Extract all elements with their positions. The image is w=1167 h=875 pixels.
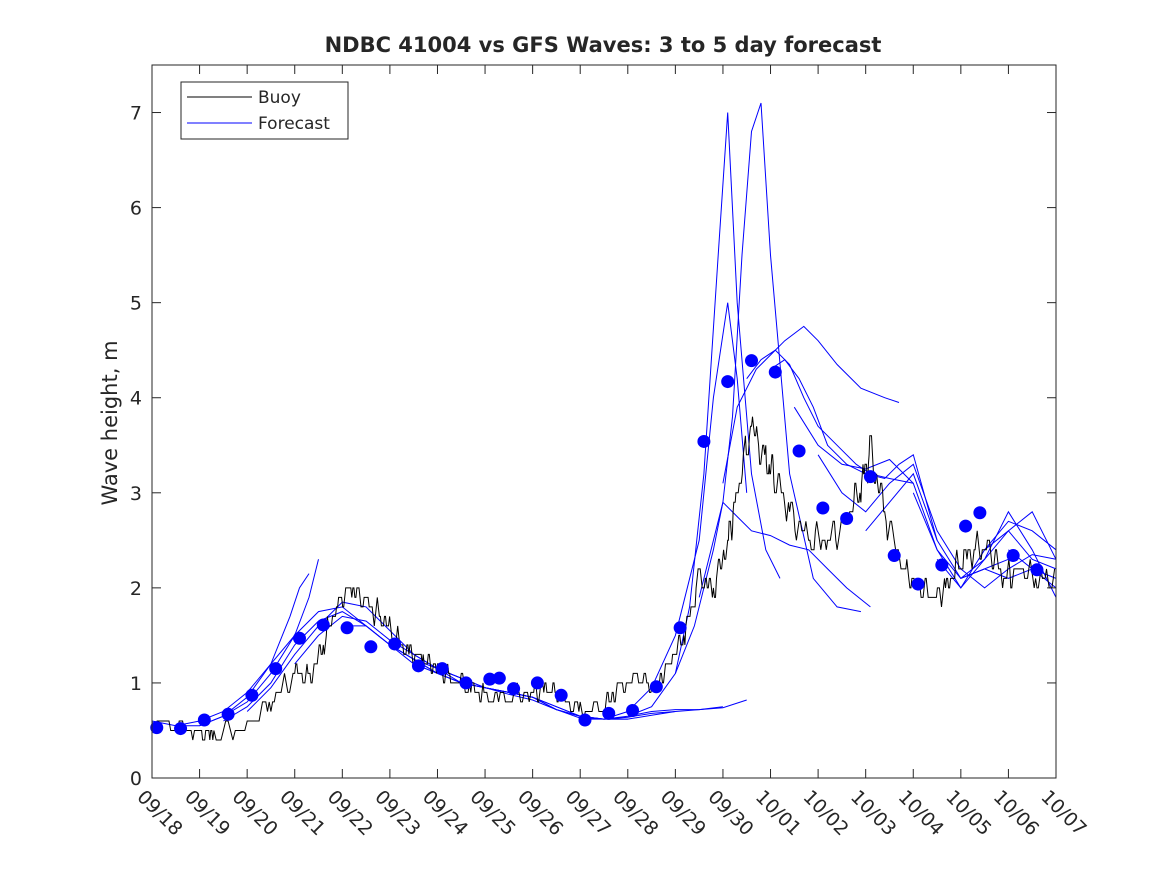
y-axis-label: Wave height, m (98, 340, 122, 505)
forecast-line (984, 530, 1057, 570)
x-axis: 09/1809/1909/2009/2109/2209/2309/2409/25… (132, 65, 1091, 840)
forecast-line (722, 325, 900, 484)
forecast-point (911, 577, 925, 591)
forecast-point (150, 721, 164, 735)
forecast-point (411, 659, 425, 673)
x-tick-label: 09/22 (323, 786, 377, 840)
plot-area (150, 102, 1057, 741)
x-tick-label: 09/29 (656, 786, 710, 840)
y-tick-label: 3 (130, 483, 142, 505)
forecast-point (483, 672, 497, 686)
forecast-point (649, 680, 663, 694)
forecast-line (817, 454, 1057, 589)
forecast-point (768, 365, 782, 379)
forecast-point (364, 640, 378, 654)
x-tick-label: 10/01 (751, 786, 805, 840)
legend-box (180, 81, 349, 140)
forecast-point (840, 511, 854, 525)
forecast-point (435, 662, 449, 676)
legend-buoy-label: Buoy (258, 88, 301, 108)
legend-forecast-label: Forecast (258, 114, 330, 134)
forecast-point (673, 621, 687, 635)
forecast-point (197, 713, 211, 727)
forecast-point (292, 631, 306, 645)
y-axis: 0 1 2 3 4 5 6 7 (130, 103, 1056, 790)
forecast-line (793, 406, 1009, 579)
forecast-point (626, 704, 640, 718)
x-tick-label: 09/28 (608, 786, 662, 840)
x-tick-label: 10/03 (846, 786, 900, 840)
forecast-point (507, 682, 521, 696)
forecast-point (316, 618, 330, 632)
x-tick-label: 09/18 (132, 786, 186, 840)
y-tick-label: 0 (130, 768, 142, 790)
plot-frame (151, 64, 1057, 779)
forecast-point (578, 713, 592, 727)
x-tick-label: 09/19 (180, 786, 234, 840)
x-tick-label: 09/27 (561, 786, 615, 840)
forecast-line (389, 644, 628, 720)
forecast-line (770, 359, 938, 541)
forecast-line (674, 102, 861, 674)
x-tick-label: 09/23 (370, 786, 424, 840)
forecast-line (246, 601, 486, 712)
x-tick-label: 10/06 (989, 786, 1043, 840)
forecast-point (973, 506, 987, 520)
forecast-point (697, 434, 711, 448)
forecast-point (530, 676, 544, 690)
forecast-point (269, 662, 283, 676)
y-tick-label: 2 (130, 578, 142, 600)
forecast-point (245, 688, 259, 702)
y-tick-label: 6 (130, 198, 142, 220)
forecast-line (580, 302, 748, 720)
forecast-point (1006, 549, 1020, 563)
x-tick-label: 09/30 (703, 786, 757, 840)
forecast-line (532, 696, 747, 720)
x-tick-label: 09/24 (418, 786, 472, 840)
forecast-line (698, 501, 871, 608)
y-tick-label: 7 (130, 103, 142, 125)
forecast-point (554, 688, 568, 702)
legend: Buoy Forecast (180, 81, 349, 140)
forecast-point (492, 671, 506, 685)
forecast-point (887, 549, 901, 563)
x-tick-label: 09/20 (228, 786, 282, 840)
forecast-point (340, 621, 354, 635)
x-tick-label: 10/07 (1036, 786, 1090, 840)
forecast-point (388, 637, 402, 651)
x-tick-label: 09/26 (513, 786, 567, 840)
x-tick-label: 09/21 (275, 786, 329, 840)
y-tick-label: 5 (130, 293, 142, 315)
forecast-line (294, 615, 533, 698)
x-tick-label: 10/02 (799, 786, 853, 840)
y-tick-label: 1 (130, 673, 142, 695)
x-tick-label: 09/25 (466, 786, 520, 840)
forecast-line (342, 625, 581, 717)
forecast-point (863, 470, 877, 484)
forecast-point (816, 501, 830, 515)
chart-title: NDBC 41004 vs GFS Waves: 3 to 5 day fore… (325, 33, 882, 57)
y-tick-label: 4 (130, 388, 142, 410)
forecast-line (627, 112, 781, 717)
x-tick-label: 10/04 (894, 786, 948, 840)
forecast-point (792, 444, 806, 458)
forecast-point (1030, 563, 1044, 577)
forecast-point (602, 706, 616, 720)
forecast-point (959, 519, 973, 533)
forecast-point (744, 354, 758, 368)
forecast-point (459, 676, 473, 690)
forecast-point (935, 558, 949, 572)
forecast-line (865, 472, 1057, 589)
forecast-point (174, 722, 188, 736)
forecast-point (721, 375, 735, 389)
forecast-point (221, 707, 235, 721)
x-tick-label: 10/05 (941, 786, 995, 840)
